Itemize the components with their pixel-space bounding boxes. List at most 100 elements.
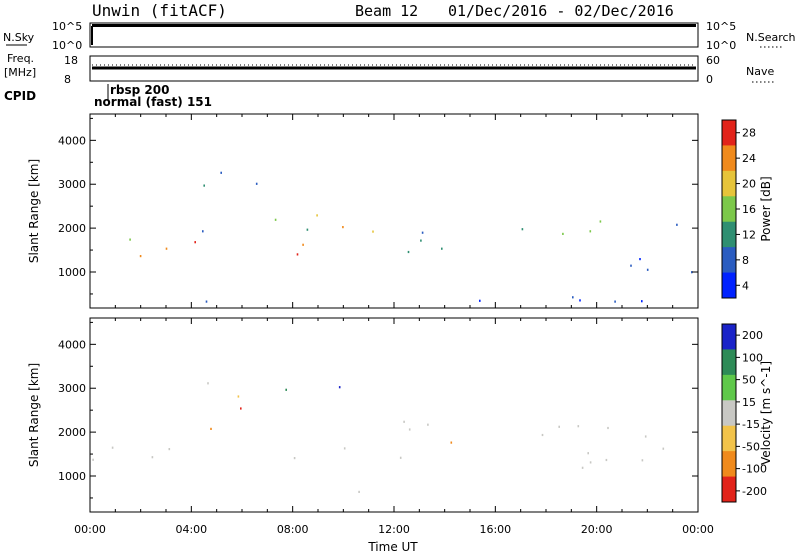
power-colorbar-swatch [722,221,736,248]
velocity-cell [450,441,453,444]
power-region-2 [129,230,204,241]
power-cell [599,220,602,223]
power-region-0 [139,247,168,258]
velocity-colorbar-label: 100 [742,351,763,364]
velocity-cell [343,447,346,450]
velocity-region-1 [343,420,429,450]
power-colorbar-swatch [722,170,736,197]
velocity-cell [399,456,402,459]
velocity-cell [541,433,544,437]
power-cell [641,300,643,303]
power-cell [589,230,592,233]
cpid-line-1: rbsp 200 [110,83,169,97]
velocity-region-4 [237,395,240,398]
power-region-9 [521,220,678,235]
velocity-cell [92,458,94,461]
power-cell [255,182,258,185]
velocity-colorbar-label: 50 [742,374,756,387]
velocity-cell [662,447,665,450]
nave-tick-low: 0 [706,73,713,86]
power-cell [421,231,424,234]
power-colorbar-swatch [722,145,736,172]
x-tick-label: 08:00 [277,523,309,536]
velocity-cell [210,427,212,430]
power-cell [306,228,309,231]
velocity-colorbar-title: Velocity [m s^-1] [759,361,773,465]
power-region-11 [205,296,643,303]
velocity-region-8 [399,456,402,459]
power-cell [165,247,168,250]
x-tick-label: 20:00 [581,523,613,536]
velocity-cell [558,425,560,428]
power-ylabel: Slant Range [km] [27,159,41,263]
velocity-region-3 [210,407,242,430]
velocity-cell [581,466,584,469]
cpid-label: CPID [4,89,36,103]
velocity-colorbar-swatch [722,324,736,350]
velocity-cell [237,395,240,398]
nave-tick-high: 60 [706,54,720,67]
velocity-cell [589,461,592,464]
power-colorbar-swatch [722,272,736,299]
velocity-colorbar-label: 200 [742,329,763,342]
velocity-region-0 [92,446,296,461]
x-tick-label: 04:00 [175,523,207,536]
power-ytick-label: 2000 [58,222,86,235]
power-cell [639,258,641,261]
power-cell [441,247,443,250]
velocity-cell [240,407,242,410]
nsky-label: N.Sky [3,31,35,44]
power-region-3 [203,171,258,187]
power-region-5 [342,226,374,233]
power-cell [296,253,299,256]
x-axis-label: Time UT [367,540,418,554]
power-cell [194,241,196,244]
power-ytick-label: 3000 [58,178,86,191]
freq-panel [89,55,699,82]
power-cell [420,239,422,242]
power-colorbar-label: 28 [742,127,756,140]
power-cell [676,223,678,226]
velocity-cell [644,435,647,438]
velocity-colorbar-swatch [722,349,736,376]
power-cell [342,226,344,229]
velocity-cell [587,452,589,455]
velocity-cell [338,386,341,389]
velocity-cell [111,446,114,449]
power-cell [614,300,616,303]
velocity-panel: 1000 2000 3000 4000 Slant Range [km] 200 100 50… [27,317,773,536]
power-cell [572,296,574,299]
velocity-plot-frame [89,317,699,513]
date-range: 01/Dec/2016 - 02/Dec/2016 [448,2,674,20]
velocity-cell [607,426,609,430]
velocity-cell [358,490,360,493]
power-region-4 [274,214,318,231]
power-cell [407,250,410,254]
freq-unit: [MHz] [4,66,36,79]
velocity-colorbar-swatch [722,374,736,401]
power-cell [521,228,524,231]
power-colorbar-title: Power [dB] [759,176,773,241]
power-region-10 [630,258,693,274]
velocity-colorbar-swatch [722,451,736,478]
velocity-ytick-label: 2000 [58,426,86,439]
power-cell [302,243,304,246]
power-cell [479,299,481,302]
velocity-cell [151,456,154,459]
power-cell [579,299,581,302]
power-colorbar-label: 24 [742,152,756,165]
power-cell [630,264,632,267]
velocity-cell [285,388,287,391]
power-cell [139,255,142,258]
power-colorbar-label: 4 [742,279,749,292]
power-cell [646,268,649,271]
velocity-cell [605,458,608,462]
power-cell [372,230,374,233]
power-ytick-label: 4000 [58,134,86,147]
nsky-tick-high: 10^5 [52,20,82,33]
power-plot-frame [89,113,699,309]
freq-tick-low: 8 [64,73,71,86]
power-ytick-label: 1000 [58,266,86,279]
power-region-1 [194,241,304,256]
